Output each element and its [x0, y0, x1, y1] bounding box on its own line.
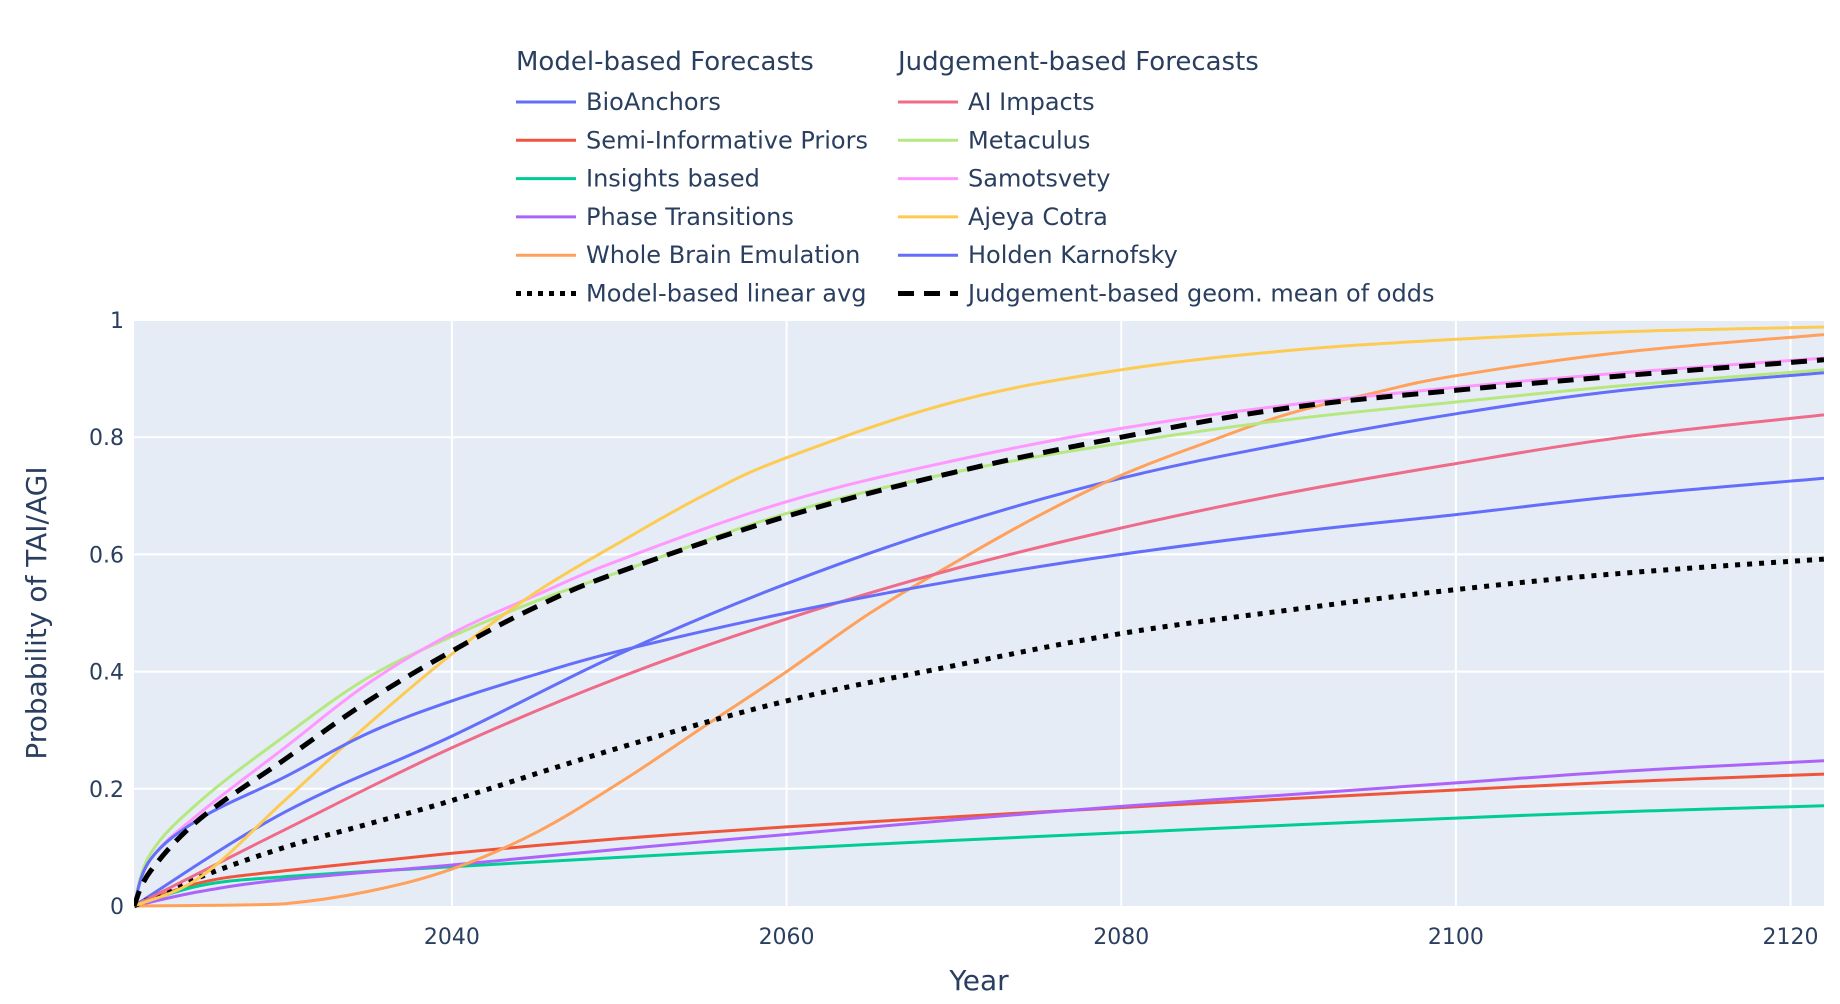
- series-line-semi-informative-priors: [134, 772, 1824, 908]
- legend-label: Metaculus: [968, 126, 1090, 154]
- x-tick-label: 2060: [759, 925, 815, 950]
- x-axis-title: Year: [948, 964, 1009, 997]
- legend-label: Samotsvety: [968, 165, 1111, 193]
- series-line-phase-transitions: [134, 759, 1824, 908]
- legend-item[interactable]: Insights based: [516, 165, 760, 193]
- legend-item[interactable]: BioAnchors: [516, 88, 721, 116]
- legend-item[interactable]: Whole Brain Emulation: [516, 241, 860, 269]
- legend-item[interactable]: Semi-Informative Priors: [516, 126, 868, 154]
- series-line-bioanchors: [134, 371, 1824, 908]
- y-tick-label: 0: [110, 895, 124, 920]
- legend-item[interactable]: Metaculus: [898, 126, 1090, 154]
- y-tick-label: 0.8: [89, 426, 124, 451]
- legend-group-title: Judgement-based Forecasts: [896, 47, 1259, 77]
- series-line-ai-impacts: [134, 413, 1824, 908]
- series-line-insights-based: [134, 804, 1824, 908]
- legend-label: Semi-Informative Priors: [586, 126, 868, 154]
- x-tick-label: 2080: [1093, 925, 1149, 950]
- y-tick-label: 0.6: [89, 543, 124, 568]
- plot-background: [134, 320, 1824, 906]
- legend-label: Judgement-based geom. mean of odds: [966, 280, 1434, 308]
- y-tick-labels: 0 0.2 0.4 0.6 0.8 1: [89, 309, 124, 920]
- legend-label: Model-based linear avg: [586, 280, 866, 308]
- series-line-model-based-linear-avg: [134, 556, 1824, 909]
- y-gridlines: [134, 319, 1824, 790]
- legend[interactable]: Model-based Forecasts BioAnchors Semi-Info…: [516, 47, 1434, 308]
- legend-label: AI Impacts: [968, 88, 1095, 116]
- series-line-holden-karnofsky: [134, 476, 1824, 907]
- y-tick-label: 0.2: [89, 778, 124, 803]
- series-line-whole-brain-emulation: [134, 333, 1824, 908]
- legend-item[interactable]: Phase Transitions: [516, 203, 794, 231]
- y-tick-label: 0.4: [89, 661, 124, 686]
- y-tick-label: 1: [110, 309, 124, 334]
- legend-item[interactable]: Samotsvety: [898, 165, 1111, 193]
- legend-label: Ajeya Cotra: [968, 203, 1108, 231]
- series-line-samotsvety: [134, 356, 1824, 907]
- x-tick-label: 2040: [424, 925, 480, 950]
- legend-label: Phase Transitions: [586, 203, 794, 231]
- legend-item[interactable]: Ajeya Cotra: [898, 203, 1108, 231]
- legend-label: Holden Karnofsky: [968, 241, 1178, 269]
- y-axis-title: Probability of TAI/AGI: [20, 466, 53, 759]
- legend-label: BioAnchors: [586, 88, 721, 116]
- legend-label: Whole Brain Emulation: [586, 241, 860, 269]
- x-tick-label: 2120: [1763, 925, 1819, 950]
- series-lines: [134, 325, 1824, 909]
- legend-group-title: Model-based Forecasts: [516, 47, 814, 77]
- series-line-judgement-based-geom-mean-of-odds: [134, 357, 1824, 908]
- legend-item[interactable]: Model-based linear avg: [516, 280, 866, 308]
- legend-item[interactable]: AI Impacts: [898, 88, 1095, 116]
- legend-item[interactable]: Holden Karnofsky: [898, 241, 1178, 269]
- series-line-metaculus: [134, 368, 1824, 907]
- series-line-ajeya-cotra: [134, 325, 1824, 908]
- x-tick-label: 2100: [1428, 925, 1484, 950]
- legend-label: Insights based: [586, 165, 760, 193]
- legend-item[interactable]: Judgement-based geom. mean of odds: [898, 280, 1434, 308]
- x-tick-labels: 2040 2060 2080 2100 2120: [424, 925, 1819, 950]
